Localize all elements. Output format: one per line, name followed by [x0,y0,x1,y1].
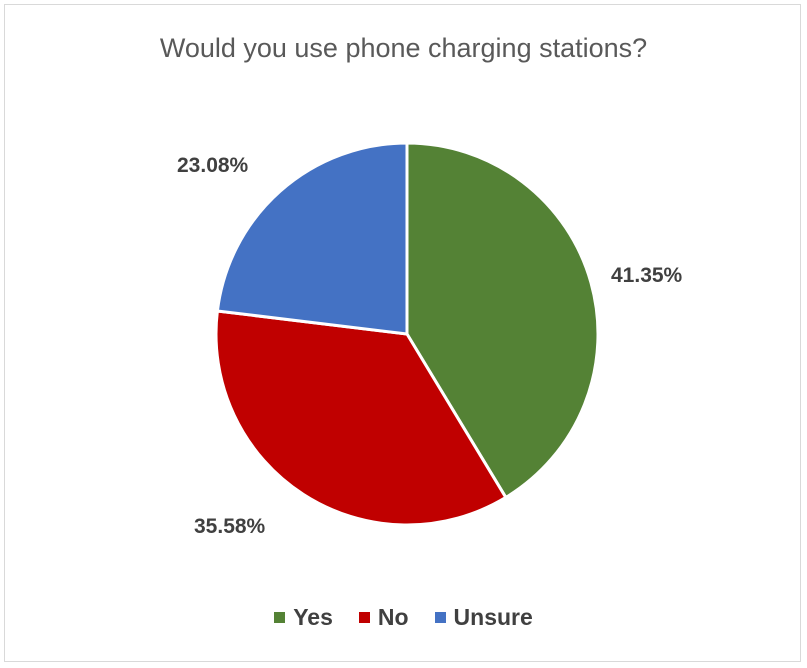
legend-item-yes: Yes [274,604,333,631]
legend-swatch-yes [274,612,286,623]
pie-slice-unsure [215,141,409,336]
legend-swatch-unsure [434,612,446,623]
legend-label-no: No [377,604,409,630]
pie-slice-no [214,309,508,527]
legend-label-unsure: Unsure [453,604,533,630]
legend-item-unsure: Unsure [434,604,533,631]
legend-swatch-no [358,612,370,623]
data-label-unsure: 23.08% [177,154,249,177]
data-label-no: 35.58% [194,515,266,538]
pie-slice-yes [405,141,600,499]
legend-label-yes: Yes [293,604,333,630]
data-label-yes: 41.35% [611,264,683,287]
legend: Yes No Unsure [0,604,807,631]
chart-title: Would you use phone charging stations? [159,33,648,63]
legend-item-no: No [358,604,409,631]
